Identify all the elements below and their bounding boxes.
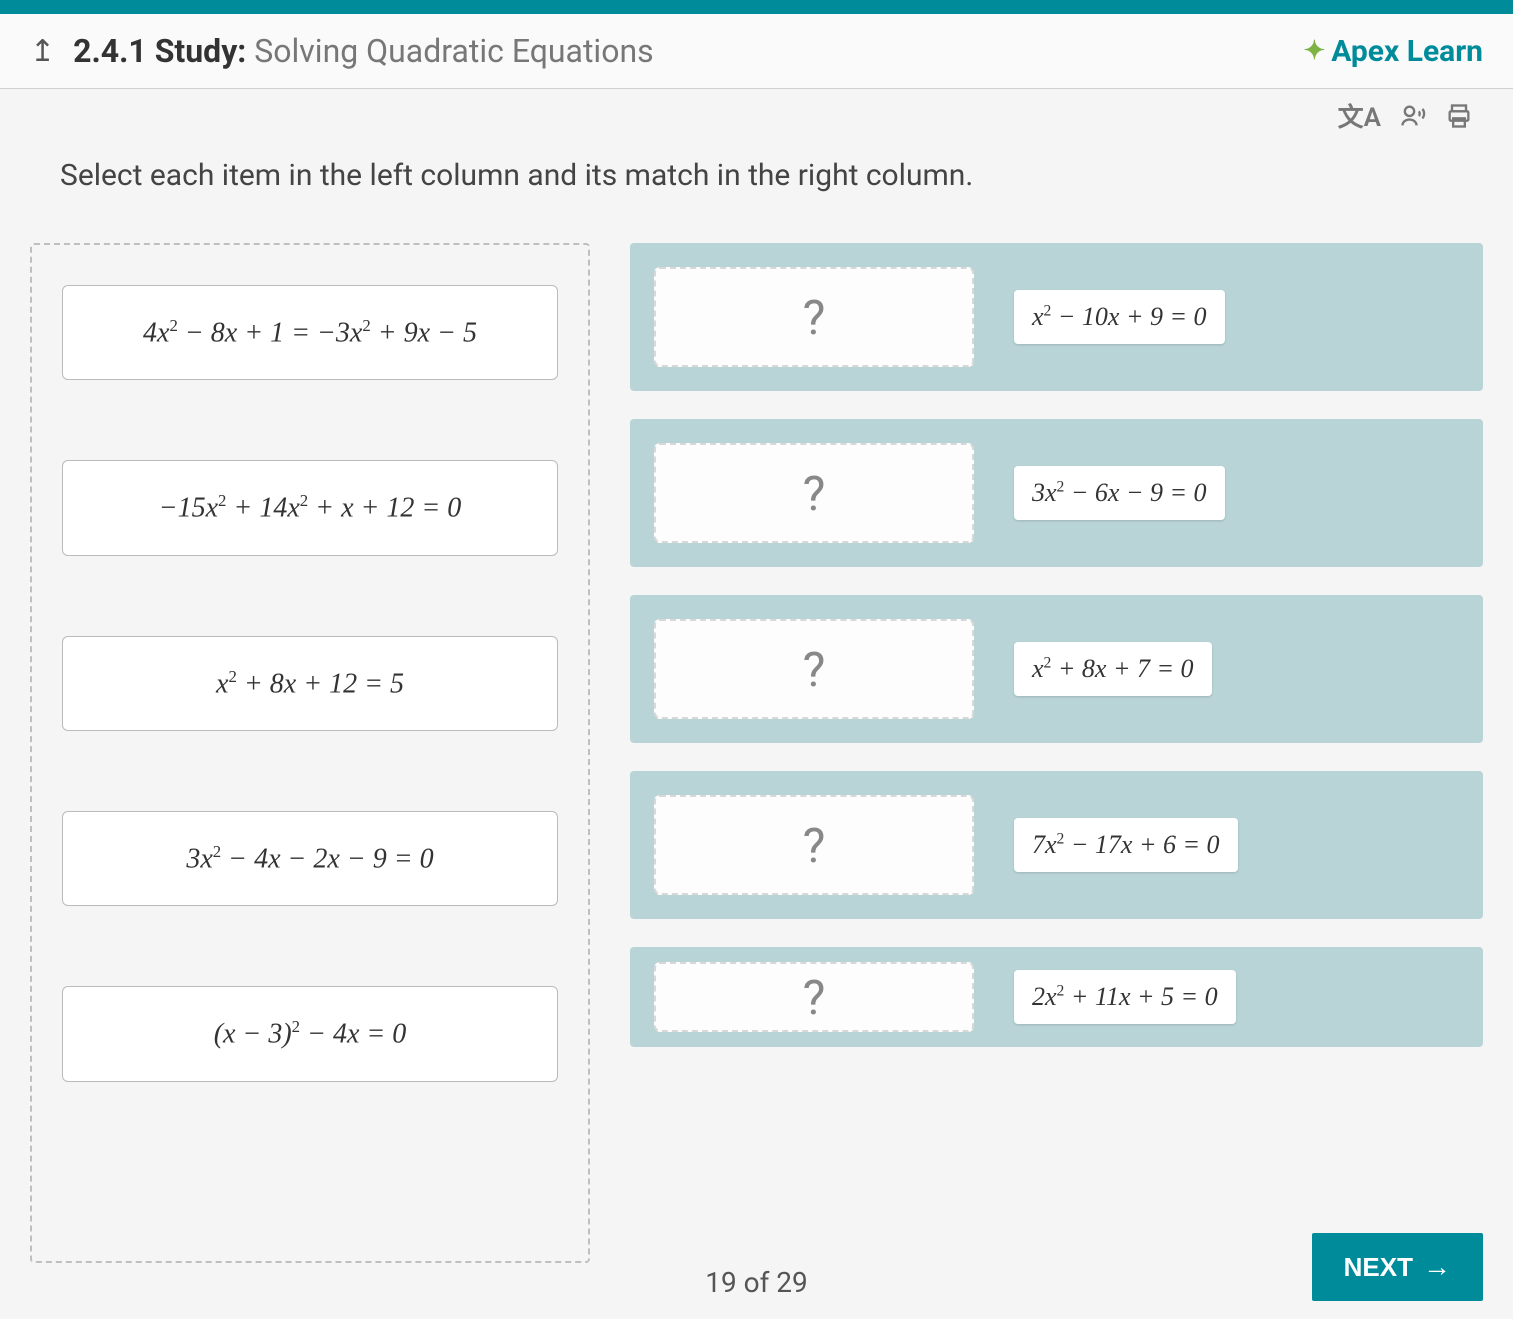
print-icon[interactable] xyxy=(1445,97,1473,134)
left-item[interactable]: x2 + 8x + 12 = 5 xyxy=(62,636,558,731)
lesson-header: ↥ 2.4.1 Study: Solving Quadratic Equatio… xyxy=(0,14,1513,89)
work-area: 4x2 − 8x + 1 = −3x2 + 9x − 5 −15x2 + 14x… xyxy=(0,203,1513,1263)
apex-logo: ✦ Apex Learn xyxy=(1303,34,1483,69)
brand-label: Apex Learn xyxy=(1331,34,1483,69)
translate-icon[interactable]: 文A xyxy=(1338,97,1381,134)
lesson-title: 2.4.1 Study: Solving Quadratic Equations xyxy=(73,32,653,70)
lesson-type: Study: xyxy=(155,32,247,70)
drop-zone[interactable]: ? xyxy=(654,962,974,1032)
answer-chip[interactable]: 2x2 + 11x + 5 = 0 xyxy=(1014,970,1236,1024)
left-column: 4x2 − 8x + 1 = −3x2 + 9x − 5 −15x2 + 14x… xyxy=(30,243,590,1263)
back-up-icon[interactable]: ↥ xyxy=(30,34,55,69)
drop-zone[interactable]: ? xyxy=(654,267,974,367)
left-item[interactable]: −15x2 + 14x2 + x + 12 = 0 xyxy=(62,460,558,555)
toolbar: 文A xyxy=(1338,97,1473,134)
answer-chip[interactable]: x2 + 8x + 7 = 0 xyxy=(1014,642,1212,696)
answer-chip[interactable]: 7x2 − 17x + 6 = 0 xyxy=(1014,818,1238,872)
page-indicator: 19 of 29 xyxy=(705,1266,808,1299)
read-aloud-icon[interactable] xyxy=(1399,97,1427,134)
match-row: ? 3x2 − 6x − 9 = 0 xyxy=(630,419,1483,567)
leaf-icon: ✦ xyxy=(1303,36,1325,66)
arrow-right-icon xyxy=(1423,1251,1451,1283)
next-button[interactable]: NEXT xyxy=(1312,1233,1483,1301)
left-item[interactable]: 3x2 − 4x − 2x − 9 = 0 xyxy=(62,811,558,906)
match-row: ? 2x2 + 11x + 5 = 0 xyxy=(630,947,1483,1047)
right-column: ? x2 − 10x + 9 = 0 ? 3x2 − 6x − 9 = 0 ? … xyxy=(630,243,1483,1263)
answer-chip[interactable]: x2 − 10x + 9 = 0 xyxy=(1014,290,1225,344)
lesson-name: Solving Quadratic Equations xyxy=(254,32,653,70)
match-row: ? 7x2 − 17x + 6 = 0 xyxy=(630,771,1483,919)
lesson-header-left: ↥ 2.4.1 Study: Solving Quadratic Equatio… xyxy=(30,32,654,70)
next-label: NEXT xyxy=(1344,1252,1413,1283)
drop-zone[interactable]: ? xyxy=(654,795,974,895)
lesson-header-right: ✦ Apex Learn xyxy=(1303,34,1483,69)
browser-top-bar xyxy=(0,0,1513,14)
match-row: ? x2 + 8x + 7 = 0 xyxy=(630,595,1483,743)
left-item[interactable]: (x − 3)2 − 4x = 0 xyxy=(62,986,558,1081)
match-row: ? x2 − 10x + 9 = 0 xyxy=(630,243,1483,391)
instruction-text: Select each item in the left column and … xyxy=(0,134,1513,203)
answer-chip[interactable]: 3x2 − 6x − 9 = 0 xyxy=(1014,466,1225,520)
drop-zone[interactable]: ? xyxy=(654,619,974,719)
drop-zone[interactable]: ? xyxy=(654,443,974,543)
lesson-number: 2.4.1 xyxy=(73,32,147,70)
left-item[interactable]: 4x2 − 8x + 1 = −3x2 + 9x − 5 xyxy=(62,285,558,380)
pager-footer: 19 of 29 xyxy=(0,1246,1513,1319)
